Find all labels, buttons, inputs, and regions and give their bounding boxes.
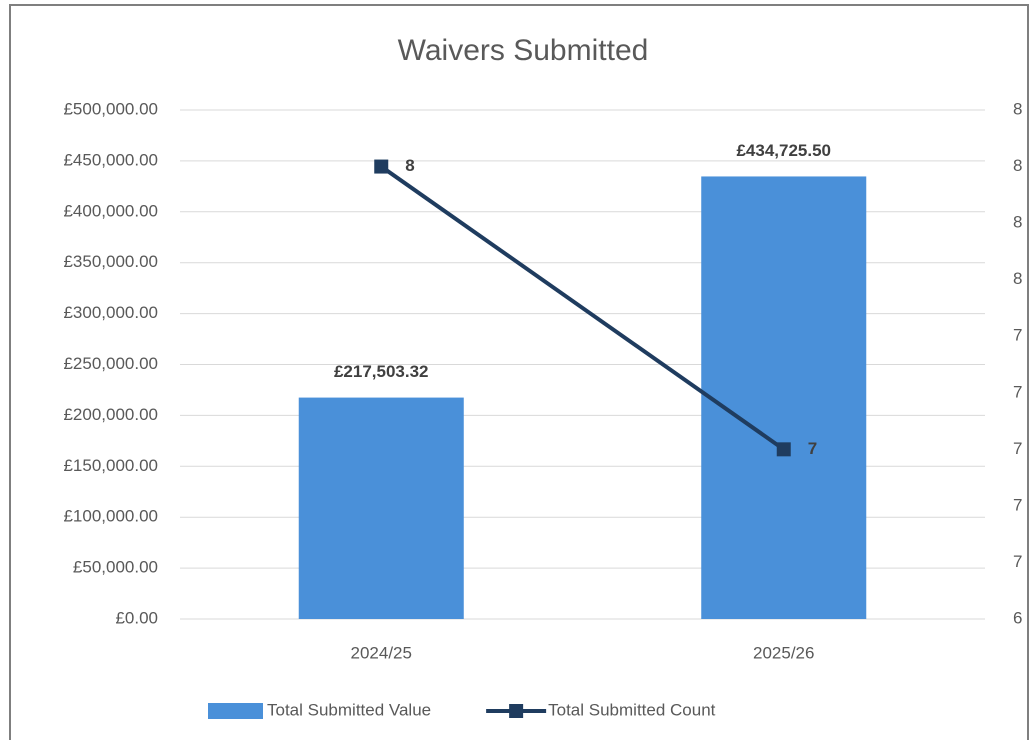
y-tick-label: £300,000.00 <box>63 303 158 322</box>
y-tick-label: £100,000.00 <box>63 507 158 526</box>
y2-tick-label: 7 <box>1013 552 1022 571</box>
y2-tick-label: 8 <box>1013 156 1022 175</box>
y-tick-label: £350,000.00 <box>63 252 158 271</box>
y-tick-label: £150,000.00 <box>63 456 158 475</box>
line-marker <box>776 442 791 457</box>
y-tick-label: £200,000.00 <box>63 405 158 424</box>
y-tick-label: £50,000.00 <box>73 558 158 577</box>
y2-tick-label: 7 <box>1013 382 1022 401</box>
y2-tick-label: 7 <box>1013 495 1022 514</box>
data-label: 7 <box>808 439 817 458</box>
legend-marker <box>509 704 524 718</box>
data-label: £434,725.50 <box>736 141 831 160</box>
y2-tick-label: 7 <box>1013 439 1022 458</box>
bar <box>298 397 464 619</box>
x-tick-label: 2024/25 <box>351 643 412 662</box>
data-label: £217,503.32 <box>334 362 429 381</box>
y2-tick-label: 7 <box>1013 326 1022 345</box>
y2-tick-label: 8 <box>1013 99 1022 118</box>
line <box>380 164 785 451</box>
line-marker <box>374 159 389 174</box>
chart-frame <box>9 4 1029 740</box>
legend-label: Total Submitted Count <box>548 700 716 719</box>
y-tick-label: £450,000.00 <box>63 150 158 169</box>
legend-swatch <box>208 703 263 719</box>
y-tick-label: £400,000.00 <box>63 201 158 220</box>
y-tick-label: £0.00 <box>115 608 158 627</box>
y-tick-label: £250,000.00 <box>63 354 158 373</box>
y2-tick-label: 8 <box>1013 213 1022 232</box>
legend-label: Total Submitted Value <box>267 700 431 719</box>
y2-tick-label: 6 <box>1013 608 1022 627</box>
bar <box>701 176 867 619</box>
x-tick-label: 2025/26 <box>753 643 814 662</box>
y-tick-label: £500,000.00 <box>63 99 158 118</box>
y2-tick-label: 8 <box>1013 269 1022 288</box>
chart-title: Waivers Submitted <box>398 34 649 67</box>
data-label: 8 <box>405 156 414 175</box>
